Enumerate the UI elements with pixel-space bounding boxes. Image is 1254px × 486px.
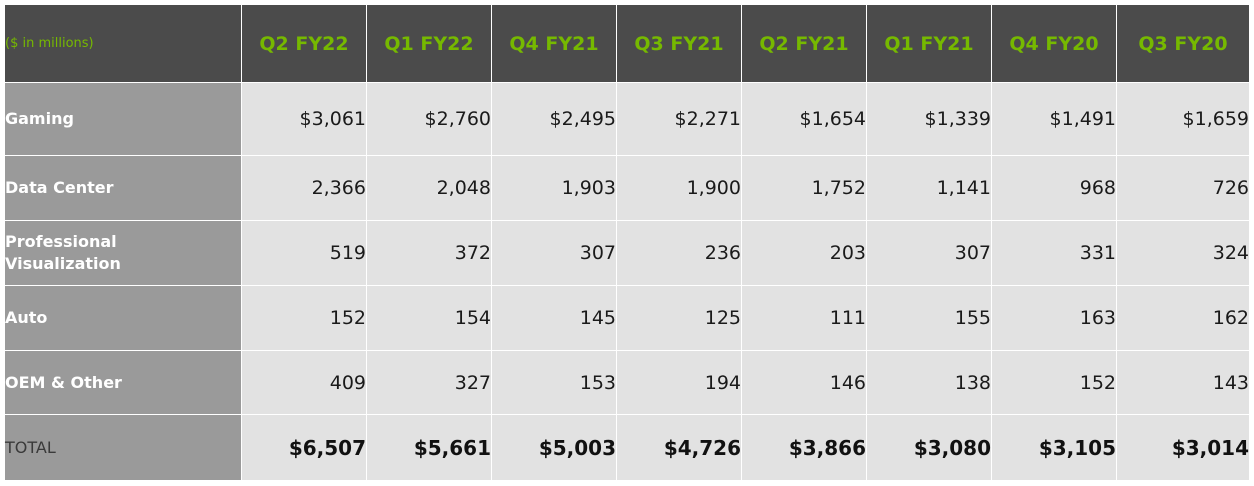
unit-label: ($ in millions) <box>5 5 242 83</box>
total-value: $5,661 <box>367 415 492 480</box>
row-label-total: TOTAL <box>5 415 242 480</box>
row-label-text: Gaming <box>5 109 74 128</box>
column-header-q4-fy21: Q4 FY21 <box>492 5 617 83</box>
row-gaming: Gaming $3,061 $2,760 $2,495 $2,271 $1,65… <box>5 83 1249 156</box>
cell-value: 1,752 <box>742 156 867 221</box>
cell-value: 1,141 <box>867 156 992 221</box>
cell-value: $2,271 <box>617 83 742 156</box>
row-label-professional-visualization: Professional Visualization <box>5 221 242 286</box>
column-header-q1-fy22: Q1 FY22 <box>367 5 492 83</box>
cell-value: 327 <box>367 351 492 415</box>
total-value: $5,003 <box>492 415 617 480</box>
cell-value: 1,900 <box>617 156 742 221</box>
header-row: ($ in millions) Q2 FY22 Q1 FY22 Q4 FY21 … <box>5 5 1249 83</box>
row-label-text: Auto <box>5 308 48 327</box>
cell-value: 307 <box>867 221 992 286</box>
column-header-q3-fy21: Q3 FY21 <box>617 5 742 83</box>
row-label-text: Professional <box>5 232 117 251</box>
row-label-data-center: Data Center <box>5 156 242 221</box>
cell-value: 125 <box>617 286 742 351</box>
cell-value: 372 <box>367 221 492 286</box>
row-professional-visualization: Professional Visualization 519 372 307 2… <box>5 221 1249 286</box>
cell-value: 726 <box>1117 156 1249 221</box>
cell-value: 152 <box>242 286 367 351</box>
cell-value: 409 <box>242 351 367 415</box>
cell-value: 194 <box>617 351 742 415</box>
cell-value: 162 <box>1117 286 1249 351</box>
cell-value: $1,491 <box>992 83 1117 156</box>
row-data-center: Data Center 2,366 2,048 1,903 1,900 1,75… <box>5 156 1249 221</box>
row-auto: Auto 152 154 145 125 111 155 163 162 <box>5 286 1249 351</box>
row-label-text: Visualization <box>5 254 121 273</box>
cell-value: 331 <box>992 221 1117 286</box>
cell-value: 307 <box>492 221 617 286</box>
row-label-auto: Auto <box>5 286 242 351</box>
total-value: $4,726 <box>617 415 742 480</box>
cell-value: 154 <box>367 286 492 351</box>
row-label-text: OEM & Other <box>5 372 122 392</box>
cell-value: 1,903 <box>492 156 617 221</box>
cell-value: 111 <box>742 286 867 351</box>
cell-value: 236 <box>617 221 742 286</box>
column-header-q4-fy20: Q4 FY20 <box>992 5 1117 83</box>
total-value: $3,080 <box>867 415 992 480</box>
row-total: TOTAL $6,507 $5,661 $5,003 $4,726 $3,866… <box>5 415 1249 480</box>
cell-value: 152 <box>992 351 1117 415</box>
cell-value: $2,495 <box>492 83 617 156</box>
column-header-q2-fy21: Q2 FY21 <box>742 5 867 83</box>
cell-value: 143 <box>1117 351 1249 415</box>
column-header-q2-fy22: Q2 FY22 <box>242 5 367 83</box>
cell-value: 146 <box>742 351 867 415</box>
cell-value: $1,339 <box>867 83 992 156</box>
cell-value: 155 <box>867 286 992 351</box>
cell-value: $1,659 <box>1117 83 1249 156</box>
cell-value: 145 <box>492 286 617 351</box>
cell-value: $3,061 <box>242 83 367 156</box>
cell-value: $2,760 <box>367 83 492 156</box>
total-value: $3,866 <box>742 415 867 480</box>
row-label-text: Data Center <box>5 178 114 197</box>
cell-value: 203 <box>742 221 867 286</box>
row-label-oem-other: OEM & Other <box>5 351 242 415</box>
cell-value: 968 <box>992 156 1117 221</box>
cell-value: 2,048 <box>367 156 492 221</box>
cell-value: 153 <box>492 351 617 415</box>
cell-value: 163 <box>992 286 1117 351</box>
row-oem-other: OEM & Other 409 327 153 194 146 138 152 … <box>5 351 1249 415</box>
cell-value: 2,366 <box>242 156 367 221</box>
column-header-q1-fy21: Q1 FY21 <box>867 5 992 83</box>
column-header-q3-fy20: Q3 FY20 <box>1117 5 1249 83</box>
cell-value: 324 <box>1117 221 1249 286</box>
row-label-gaming: Gaming <box>5 83 242 156</box>
cell-value: 138 <box>867 351 992 415</box>
total-value: $6,507 <box>242 415 367 480</box>
total-value: $3,014 <box>1117 415 1249 480</box>
total-value: $3,105 <box>992 415 1117 480</box>
revenue-by-market-table: ($ in millions) Q2 FY22 Q1 FY22 Q4 FY21 … <box>5 5 1249 480</box>
cell-value: 519 <box>242 221 367 286</box>
cell-value: $1,654 <box>742 83 867 156</box>
row-label-text: TOTAL <box>5 437 56 457</box>
